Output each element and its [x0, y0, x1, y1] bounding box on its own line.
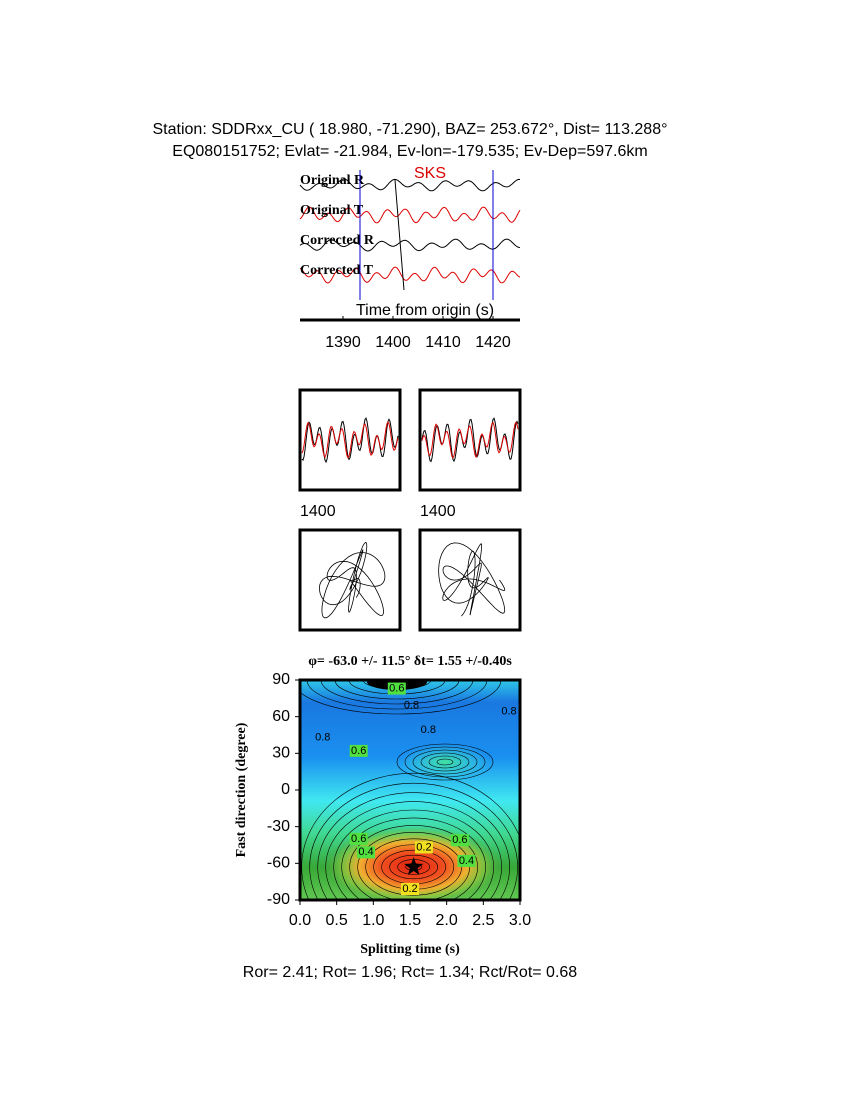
- trace: [299, 238, 521, 252]
- y-tick-label: 30: [272, 745, 290, 762]
- trace: [299, 178, 521, 192]
- contour-line: [349, 825, 478, 900]
- x-tick-label: 1420: [475, 334, 511, 351]
- contour-line: [404, 746, 486, 778]
- trace: [301, 420, 399, 459]
- contour-line: [428, 755, 462, 769]
- phase-label: SKS: [414, 165, 446, 182]
- panel-frame: [298, 388, 402, 492]
- contour-label-bg: [414, 841, 433, 854]
- footer: Ror= 2.41; Rot= 1.96; Rct= 1.34; Rct/Rot…: [243, 964, 578, 981]
- trace: [299, 266, 521, 284]
- contour-label: 0.2: [416, 841, 431, 853]
- contour-line: [306, 680, 488, 710]
- contour-label-bg: [357, 846, 375, 859]
- contour-line: [320, 680, 474, 705]
- contour-label: 0.4: [358, 846, 373, 858]
- contour-line: [325, 801, 502, 900]
- contour-label-bg: [349, 744, 368, 757]
- x-tick-label: 1400: [375, 334, 411, 351]
- contour-line: [341, 817, 486, 900]
- contour-line: [389, 854, 438, 880]
- particle-motion: [318, 542, 386, 619]
- trace: [394, 179, 405, 291]
- x-tick-label: 1400: [300, 503, 336, 520]
- trace: [301, 417, 399, 464]
- contour-label: 0.4: [459, 855, 474, 867]
- contour-label: 0.6: [351, 745, 366, 757]
- trace-label: Original T: [300, 203, 364, 218]
- contour-line: [412, 749, 478, 775]
- contour-label: 0.8: [315, 731, 330, 743]
- contour-map: [300, 680, 520, 900]
- contour-line: [436, 758, 454, 766]
- trace-label: Corrected T: [300, 263, 374, 278]
- panel-frame: [298, 528, 402, 632]
- y-tick-label: 90: [272, 671, 290, 688]
- contour-line: [365, 838, 462, 896]
- header-line: EQ080151752; Evlat= -21.984, Ev-lon=-179…: [172, 143, 647, 160]
- trace: [421, 421, 519, 459]
- contour-label: 0.6: [351, 833, 366, 845]
- x-tick-label: 0.0: [289, 912, 311, 929]
- header-line: Station: SDDRxx_CU ( 18.980, -71.290), B…: [153, 121, 668, 138]
- waveform-panel: Original R Original T Corrected R Corrected…: [299, 170, 521, 300]
- x-tick-label: 2.5: [472, 912, 494, 929]
- chart-title: φ= -63.0 +/- 11.5° δt= 1.55 +/-0.40s: [308, 654, 512, 669]
- contour-label: 0.8: [421, 724, 436, 736]
- contour-label: 0.6: [452, 834, 467, 846]
- x-tick-label: 1.5: [399, 912, 421, 929]
- panel-frame: [418, 528, 522, 632]
- contour-label-bg: [387, 682, 406, 695]
- particle-motion: [438, 542, 506, 617]
- y-tick-label: -60: [267, 855, 290, 872]
- contour-label: 0.8: [404, 700, 419, 712]
- contour-label: 0.2: [402, 883, 417, 895]
- contour-line: [333, 809, 494, 900]
- contour-label-bg: [450, 834, 469, 847]
- y-tick-label: 60: [272, 708, 290, 725]
- contour-label: 0.6: [389, 682, 404, 694]
- contour-label-bg: [457, 854, 476, 867]
- x-tick-label: 1410: [425, 334, 461, 351]
- trace-label: Corrected R: [300, 233, 375, 248]
- contour-line: [357, 832, 470, 900]
- x-tick-label: 1390: [325, 334, 361, 351]
- y-tick-label: -30: [267, 818, 290, 835]
- y-tick-label: -90: [267, 891, 290, 908]
- trace-label: Original R: [300, 173, 365, 188]
- x-axis-label: Time from origin (s): [356, 302, 494, 319]
- trace: [299, 206, 521, 224]
- contour-line: [300, 680, 502, 715]
- contour-label-bg: [349, 832, 368, 845]
- y-axis-label: Fast direction (degree): [234, 722, 249, 857]
- contour-line: [317, 792, 510, 900]
- contour-line: [420, 752, 470, 772]
- x-tick-label: 3.0: [509, 912, 531, 929]
- contour-line: [309, 782, 518, 900]
- panel-frame: [418, 388, 522, 492]
- contour-label-bg: [401, 883, 419, 895]
- x-tick-label: 0.5: [326, 912, 348, 929]
- contour-line: [301, 772, 520, 900]
- best-fit-marker: [404, 857, 424, 876]
- x-tick-label: 1.0: [362, 912, 384, 929]
- contour-line: [396, 743, 494, 781]
- x-axis-label: Splitting time (s): [360, 942, 460, 957]
- contour-line: [334, 680, 460, 700]
- y-tick-label: 0: [281, 781, 290, 798]
- contour-label: 0.8: [501, 706, 516, 718]
- x-tick-label: 2.0: [436, 912, 458, 929]
- x-tick-label: 1400: [420, 503, 456, 520]
